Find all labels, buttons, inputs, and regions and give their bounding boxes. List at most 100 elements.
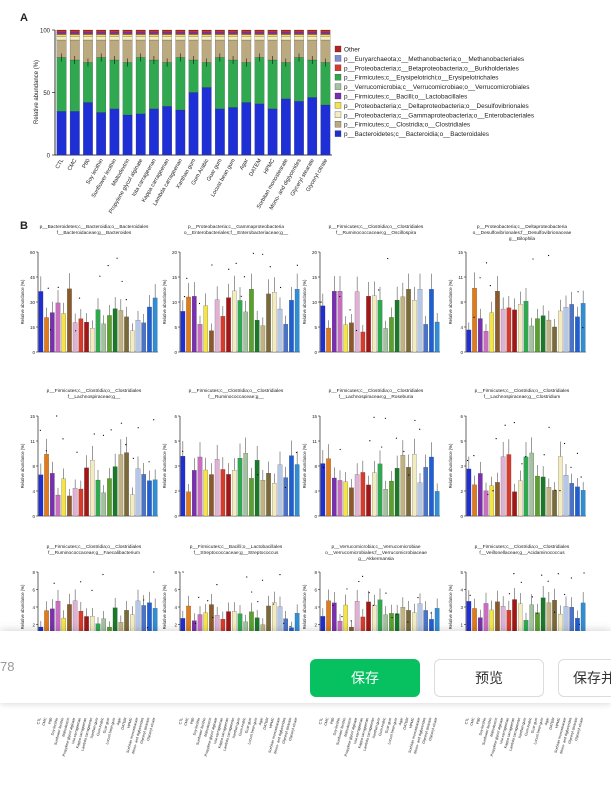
panel-b-bar (552, 490, 557, 517)
panel-b-point (395, 437, 398, 439)
panel-b-point (62, 438, 64, 440)
panel-b-point (504, 424, 506, 426)
panel-b-title: p__Firmicutes;c__Clostridia;o__Clostridi… (189, 388, 284, 394)
panel-b-x-label: Maltodextrin (489, 717, 498, 737)
panel-b-ytick-label: 8 (460, 300, 463, 305)
panel-a-legend-label: p__Bacteroidetes;c__Bacteroidia;o__Bacte… (344, 131, 489, 138)
panel-a-bar-segment (241, 36, 252, 41)
panel-b-x-label: Glyceryl citrate (574, 717, 584, 741)
panel-b-ytick-label: 5 (174, 325, 177, 330)
panel-b-ytick-label: 5 (460, 570, 463, 575)
panel-b-point (76, 451, 78, 453)
panel-b-x-label: Agar (398, 716, 404, 725)
panel-b-bar (214, 459, 220, 517)
panel-b-point (554, 489, 556, 491)
panel-b-bar (478, 318, 483, 353)
panel-b-bar (55, 302, 61, 353)
save-button[interactable]: 保存 (310, 659, 420, 697)
panel-b-bar (478, 473, 483, 517)
panel-b-point (39, 429, 41, 431)
panel-b-point (212, 616, 214, 619)
panel-b-x-label: Sunflower lecithin (196, 717, 207, 745)
panel-a-bar-segment (188, 29, 199, 32)
panel-b-bar (569, 483, 574, 517)
panel-b-x-label: Gum Arabic (96, 717, 105, 736)
panel-b-x-label: Xanthan gum (232, 717, 241, 739)
panel-a-bar-segment (188, 30, 199, 33)
panel-a-bar-segment (241, 34, 252, 37)
panel-b-point (532, 258, 534, 260)
panel-a-bar-segment (228, 29, 238, 32)
panel-b-bar (38, 474, 44, 517)
panel-b-x-label: Agar (258, 716, 264, 725)
panel-a-bar-segment (254, 36, 265, 41)
panel-b-ytick-label: 1 (460, 622, 463, 627)
panel-b-bar (84, 322, 89, 353)
panel-b-title: o__Enterobacteriales;f__Enterobacteriace… (184, 230, 289, 236)
panel-b-point (289, 625, 291, 628)
panel-b-point (252, 252, 255, 254)
panel-a-bar-segment (294, 30, 304, 33)
panel-b-ytick-label: 10 (172, 300, 178, 305)
panel-a-bar-segment (122, 29, 133, 32)
panel-a-bar-segment (135, 29, 146, 32)
panel-a-bar-segment (320, 34, 331, 37)
panel-b-ylabel: Relative abundance (%) (302, 279, 307, 324)
panel-b-point (110, 429, 112, 431)
panel-a-bar-segment (56, 36, 67, 41)
panel-b-ytick-label: 8 (314, 570, 317, 575)
panel-b-bar (192, 296, 197, 353)
panel-b-x-label: Maltodextrin (61, 717, 70, 737)
panel-a-bar-segment (294, 101, 304, 156)
panel-b-bar (360, 331, 366, 353)
panel-b-title: f__Ruminococcaceae;g__Oscillospira (336, 230, 417, 236)
panel-b-point (207, 600, 209, 602)
panel-a-bar-segment (188, 36, 199, 41)
panel-a-bar-segment (201, 29, 212, 32)
panel-b-bar (220, 316, 226, 353)
page-number: 78 (0, 659, 15, 674)
panel-a-bar-segment (175, 29, 186, 32)
panel-b-point (391, 617, 393, 619)
panel-a-legend-label: p__Firmicutes;c__Erysipelotrichi;o__Erys… (344, 75, 499, 82)
panel-b-title: f__Ruminococcaceae;g__Faecalibacterium (48, 550, 140, 556)
panel-a-bar-segment (228, 34, 238, 37)
panel-a-bar-segment (254, 57, 265, 104)
panel-b-ylabel: Relative abundance (%) (20, 443, 25, 488)
panel-b-bar (472, 288, 477, 353)
panel-b-x-label: Locust bean gum (533, 717, 544, 745)
panel-b-point (350, 620, 352, 622)
save-and-send-button[interactable]: 保存并 (558, 659, 611, 697)
panel-b-title: p__Proteobacteria;c__Deltaproteobacteria (477, 224, 567, 230)
panel-b-point (80, 581, 82, 583)
panel-a-bar-segment (56, 34, 67, 37)
panel-b-bar (575, 316, 580, 353)
panel-a-bar-segment (267, 32, 278, 35)
panel-a-bar-segment (215, 30, 225, 33)
panel-b-ylabel: Relative abundance (%) (302, 584, 307, 629)
panel-b-bar (434, 491, 440, 517)
panel-b-bar (147, 306, 152, 353)
panel-b-x-label: Iota carrageenan (499, 717, 510, 744)
panel-b-point (570, 466, 572, 468)
panel-b-bar (483, 331, 489, 353)
panel-b-bar (67, 495, 72, 517)
preview-button[interactable]: 预览 (434, 659, 544, 697)
panel-b-bar (372, 472, 377, 517)
panel-b-point (577, 291, 579, 293)
panel-b-x-label: Soy lecithin (478, 717, 487, 736)
panel-b-ytick-label: 4 (174, 605, 177, 610)
panel-b-bar (283, 477, 288, 517)
panel-b-bar (512, 491, 517, 517)
panel-b-bar (118, 310, 124, 353)
panel-b-ytick-label: 11 (30, 439, 35, 444)
panel-a-bar-segment (83, 102, 93, 156)
panel-a-bar-segment (241, 32, 252, 35)
panel-a-legend-label: p__Proteobacteria;c__Deltaproteobacteria… (344, 103, 529, 110)
panel-b-x-label: CTL (36, 717, 42, 725)
panel-b-bar (466, 468, 472, 517)
panel-b-point (228, 268, 230, 270)
panel-b-x-label: Soy lecithin (332, 717, 341, 736)
panel-b-point (148, 461, 150, 463)
panel-b-point (384, 417, 387, 419)
